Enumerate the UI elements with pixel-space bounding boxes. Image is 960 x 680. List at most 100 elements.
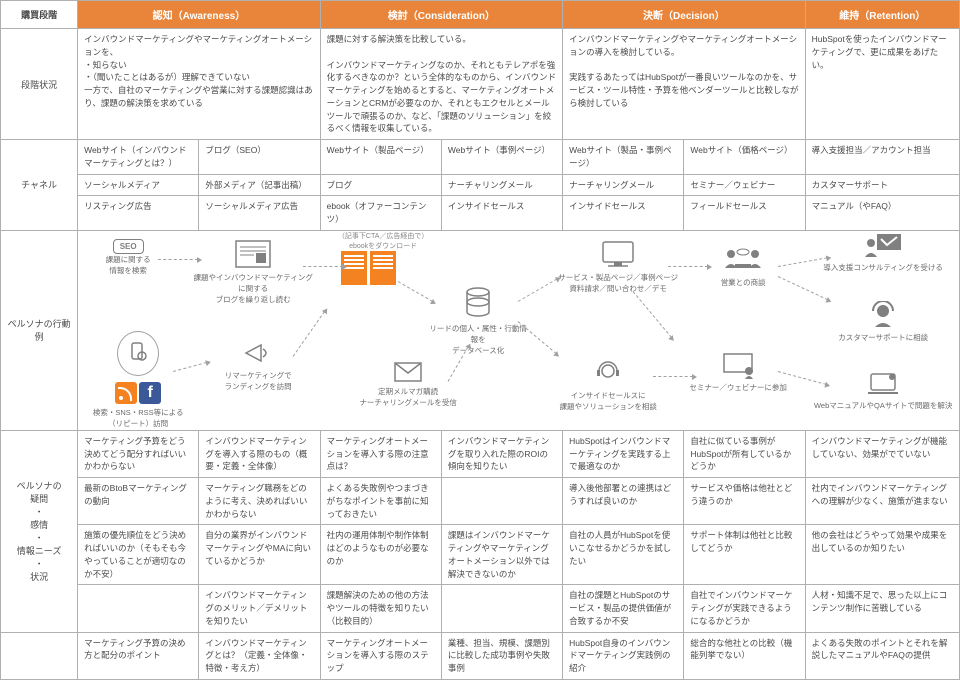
node-label: リマーケティングで ランディングを訪問 [208, 370, 308, 392]
stage-decision: 決断（Decision） [563, 1, 805, 29]
questions-label: ペルソナの 疑問 ・ 感情 ・ 情報ニーズ ・ 状況 [1, 430, 78, 632]
q-cell [441, 478, 562, 525]
situation-awareness: インバウンドマーケティングやマーケティングオートメーションを、 ・知らない ・（… [78, 29, 321, 140]
node-label: 課題に関する 情報を検索 [83, 254, 173, 276]
meeting-icon [721, 246, 765, 274]
journey-map-table: 購買段階 認知（Awareness） 検討（Consideration） 決断（… [0, 0, 960, 680]
p-cell: 総合的な他社との比較（機能列挙でない） [684, 632, 805, 679]
node-label: WebマニュアルやQAサイトで問題を解決 [808, 400, 958, 411]
q-cell: 課題解決のための他の方法やツールの特徴を知りたい（比較目的） [320, 585, 441, 632]
phone-search-icon [128, 342, 148, 362]
envelope-icon [393, 361, 423, 383]
megaphone-icon [243, 341, 273, 367]
p-cell: マーケティング予算の決め方と配分のポイント [78, 632, 199, 679]
situation-consideration: 課題に対する解決策を比較している。 インバウンドマーケティングなのか、それともテ… [320, 29, 563, 140]
arrow [653, 376, 693, 377]
header-row: 購買段階 認知（Awareness） 検討（Consideration） 決断（… [1, 1, 960, 29]
behavior-diagram: SEO 課題に関する 情報を検索 f 検索・SNS・RSS等による （リピート）… [78, 230, 960, 430]
node-inside-sales: インサイドセールスに 課題やソリューションを相談 [553, 361, 663, 412]
channel-row-2: リスティング広告 ソーシャルメディア広告 ebook（オファーコンテンツ） イン… [1, 196, 960, 231]
channel-cell: リスティング広告 [78, 196, 199, 231]
arrow [293, 311, 325, 357]
seo-icon: SEO [113, 239, 144, 254]
channel-label: チャネル [1, 140, 78, 231]
channel-cell: カスタマーサポート [805, 174, 959, 196]
arrow [633, 291, 672, 338]
channel-cell: 外部メディア（記事出稿） [199, 174, 320, 196]
channel-cell: Webサイト（価格ページ） [684, 140, 805, 175]
situation-label: 段階状況 [1, 29, 78, 140]
q-cell: HubSpotはインバウンドマーケティングを実践する上で最適なのか [563, 430, 684, 477]
node-support: カスタマーサポートに相談 [823, 301, 943, 343]
support-icon [869, 301, 897, 329]
node-label: 導入支援コンサルティングを受ける [823, 262, 943, 273]
q-cell: マーケティングオートメーションを導入する際の注意点は？ [320, 430, 441, 477]
presentation-icon [721, 351, 755, 379]
blog-icon [234, 239, 272, 269]
node-label: カスタマーサポートに相談 [823, 332, 943, 343]
q-cell: 最新のBtoBマーケティングの動向 [78, 478, 199, 525]
behavior-row: ペルソナの行動例 SEO 課題に関する 情報を検索 f 検索・SNS・RSS等に… [1, 230, 960, 430]
q-cell: 社内でインバウンドマーケティングへの理解が少なく、施策が進まない [805, 478, 959, 525]
node-label: （記事下CTA／広告経由で） ebookをダウンロード [328, 231, 438, 251]
q-cell: インバウンドマーケティングを導入する際のもの（概要・定義・全体像） [199, 430, 320, 477]
corner-cell: 購買段階 [1, 1, 78, 29]
node-label: インサイドセールスに 課題やソリューションを相談 [553, 390, 663, 412]
node-ebook-note: （記事下CTA／広告経由で） ebookをダウンロード [328, 231, 438, 251]
node-manual-qa: WebマニュアルやQAサイトで問題を解決 [808, 371, 958, 411]
channel-cell: ナーチャリングメール [441, 174, 562, 196]
node-seminar: セミナー／ウェビナーに参加 [683, 351, 793, 393]
p-cell: よくある失敗のポイントとそれを解説したマニュアルやFAQの提供 [805, 632, 959, 679]
node-snsrss: f 検索・SNS・RSS等による （リピート）訪問 [83, 331, 193, 429]
behavior-label: ペルソナの行動例 [1, 230, 78, 430]
p-cell: インバウンドマーケティングとは？（定義・全体像・特徴・考え方） [199, 632, 320, 679]
channel-cell: ソーシャルメディア広告 [199, 196, 320, 231]
stage-retention: 維持（Retention） [805, 1, 959, 29]
channel-cell: Webサイト（インバウンドマーケティングとは？） [78, 140, 199, 175]
q-cell: 導入後他部署との連携はどうすれば良いのか [563, 478, 684, 525]
q-cell: 自社に似ている事例がHubSpotが所有しているかどうか [684, 430, 805, 477]
channel-cell: インサイドセールス [563, 196, 684, 231]
node-label: 検索・SNS・RSS等による （リピート）訪問 [83, 407, 193, 429]
p-cell: HubSpot自身のインバウンドマーケティング実践例の紹介 [563, 632, 684, 679]
monitor-icon [600, 239, 636, 269]
situation-retention: HubSpotを使ったインバウンドマーケティングで、更に成果をあげたい。 [805, 29, 959, 140]
channel-cell: ebook（オファーコンテンツ） [320, 196, 441, 231]
node-label: 営業との商談 [698, 277, 788, 288]
q-cell [441, 585, 562, 632]
node-lead-db: リードの個人・属性・行動情報を データベース化 [428, 286, 528, 356]
channel-cell: ブログ（SEO） [199, 140, 320, 175]
q-cell: インバウンドマーケティングを取り入れた際のROIの傾向を知りたい [441, 430, 562, 477]
channel-cell: Webサイト（製品ページ） [320, 140, 441, 175]
q-cell: インバウンドマーケティングが機能していない、効果がでていない [805, 430, 959, 477]
questions-row-0: ペルソナの 疑問 ・ 感情 ・ 情報ニーズ ・ 状況 マーケティング予算をどう決… [1, 430, 960, 477]
points-label [1, 632, 78, 679]
q-cell [78, 585, 199, 632]
channel-cell: ブログ [320, 174, 441, 196]
channel-row-1: ソーシャルメディア 外部メディア（記事出稿） ブログ ナーチャリングメール ナー… [1, 174, 960, 196]
channel-cell: インサイドセールス [441, 196, 562, 231]
node-label: 定期メルマガ購読 ナーチャリングメールを受信 [353, 386, 463, 408]
document-icon [370, 251, 396, 285]
q-cell: マーケティング予算をどう決めてどう配分すればいいかわからない [78, 430, 199, 477]
database-icon [465, 286, 491, 320]
node-blog: 課題やインバウンドマーケティングに関する ブログを繰り返し読む [193, 239, 313, 305]
channel-cell: フィールドセールス [684, 196, 805, 231]
situation-decision: インバウンドマーケティングやマーケティングオートメーションの導入を検討している。… [563, 29, 805, 140]
points-row-0: マーケティング予算の決め方と配分のポイント インバウンドマーケティングとは？（定… [1, 632, 960, 679]
channel-cell: ナーチャリングメール [563, 174, 684, 196]
q-cell: 自社でインバウンドマーケティングが実践できるようになるかどうか [684, 585, 805, 632]
node-label: 課題やインバウンドマーケティングに関する ブログを繰り返し読む [193, 272, 313, 305]
stage-consideration: 検討（Consideration） [320, 1, 563, 29]
node-remarketing: リマーケティングで ランディングを訪問 [208, 341, 308, 392]
node-label: リードの個人・属性・行動情報を データベース化 [428, 323, 528, 356]
channel-cell: マニュアル（やFAQ） [805, 196, 959, 231]
stage-awareness: 認知（Awareness） [78, 1, 321, 29]
questions-row-3: インバウンドマーケティングのメリット／デメリットを知りたい 課題解決のための他の… [1, 585, 960, 632]
p-cell: マーケティングオートメーションを導入する際のステップ [320, 632, 441, 679]
node-label: セミナー／ウェビナーに参加 [683, 382, 793, 393]
rss-icon [115, 382, 137, 404]
situation-row: 段階状況 インバウンドマーケティングやマーケティングオートメーションを、 ・知ら… [1, 29, 960, 140]
q-cell: サービスや価格は他社とどう違うのか [684, 478, 805, 525]
node-service-page: サービス・製品ページ／事例ページ 資料請求／問い合わせ／デモ [553, 239, 683, 294]
